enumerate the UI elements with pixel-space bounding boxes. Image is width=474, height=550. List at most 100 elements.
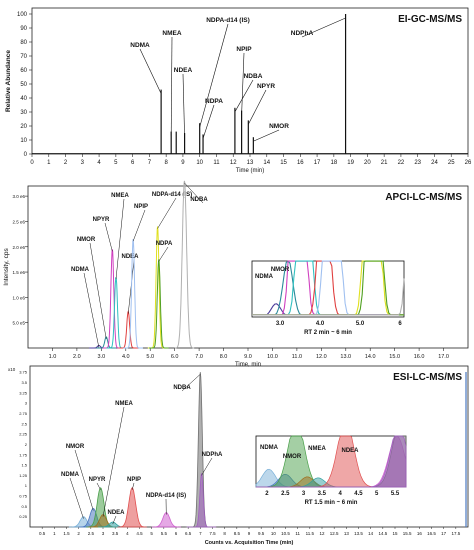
- y-tick-label: 1.0 e6: [12, 295, 25, 300]
- y-tick-label: 2.25: [19, 432, 28, 437]
- x-tick-label: 2: [64, 160, 68, 166]
- x-tick-label: 11: [213, 160, 220, 166]
- x-tick-label: 1.5: [63, 531, 70, 536]
- peak-label: NMEA: [111, 193, 129, 199]
- peak-label: NDPA: [205, 98, 223, 105]
- peak-label: NDPA-d14 (IS): [146, 493, 186, 499]
- label-leader: [170, 36, 173, 136]
- peak-label: NDPA-d14 (IS): [152, 192, 192, 198]
- x-tick-label: 24: [431, 160, 438, 166]
- inset-peak-label: NMEA: [308, 446, 326, 452]
- y-tick-label: 1.5: [21, 463, 27, 468]
- x-tick-label: 16.0: [414, 354, 425, 360]
- x-tick-label: 5.5: [161, 531, 168, 536]
- x-tick-label: 12: [319, 531, 325, 536]
- inset-peak-label: NDMA: [260, 445, 279, 451]
- label-leader: [184, 182, 204, 204]
- x-tick-label: 14.0: [365, 354, 376, 360]
- inset-tick-label: 5: [375, 491, 379, 497]
- x-tick-label: 11.0: [292, 354, 302, 360]
- label-leader: [89, 242, 107, 339]
- label-leader: [69, 477, 84, 519]
- label-leader: [104, 222, 113, 252]
- x-tick-label: 8.5: [234, 531, 241, 536]
- inset-trace: [252, 278, 405, 316]
- x-tick-label: 4: [97, 160, 101, 166]
- inset-label: RT 2 min ~ 6 min: [304, 330, 352, 336]
- panel-title: ESI-LC-MS/MS: [393, 372, 462, 383]
- y-axis-label: Relative Abundance: [5, 50, 12, 112]
- inset-frame: [251, 260, 405, 318]
- x-tick-label: 4.0: [122, 354, 130, 360]
- peak-label: NDEA: [121, 254, 139, 260]
- y-tick-label: 90: [20, 26, 27, 32]
- y-tick-label: 0: [24, 152, 28, 158]
- inset: 2 2.5 3 3.5 4 4.5 5 5.5 RT 1.5 min ~ 6 min NDMA NM…: [255, 435, 407, 506]
- x-tick-label: 15: [280, 160, 287, 166]
- inset-tick-label: 2.5: [281, 491, 290, 497]
- x-tick-label: 2: [77, 531, 80, 536]
- x-tick-label: 6: [131, 160, 135, 166]
- inset-tick-label: 3.0: [276, 321, 285, 327]
- label-leader: [83, 272, 100, 348]
- label-leader: [112, 515, 117, 525]
- inset-tick-label: 5.5: [391, 491, 400, 497]
- label-leader: [132, 209, 146, 242]
- label-leader: [96, 482, 101, 490]
- x-tick-label: 9.0: [244, 354, 252, 360]
- ei-gc-panel: 0 1 2 3 4 5 6 7 8 9 10 11 12 13 14 15 16 17 18 19 20 21 22 23 24…: [5, 7, 472, 174]
- inset-tick-label: 3: [302, 491, 306, 497]
- x-tick-label: 7.5: [209, 531, 216, 536]
- y-tick-label: 100: [17, 12, 28, 18]
- y-tick-label: 1.75: [19, 452, 28, 457]
- peak-label: NMOR: [77, 237, 96, 243]
- x-tick-label: 6.0: [171, 354, 179, 360]
- inset-peak-label: NDEA: [341, 448, 359, 454]
- peak-label: NDPhA: [202, 452, 223, 458]
- inset-peak-label: NDMA: [255, 274, 274, 280]
- x-tick-label: 2.5: [88, 531, 95, 536]
- chromatogram-trace: [174, 180, 195, 349]
- x-tick-label: 15: [392, 531, 398, 536]
- x-tick-label: 12.5: [330, 531, 339, 536]
- y-tick-label: 0.25: [19, 514, 28, 519]
- x-axis-label: Counts vs. Acquisition Time (min): [205, 540, 294, 546]
- label-leader: [253, 129, 280, 142]
- inset-tick-label: 6: [398, 321, 402, 327]
- peak-label: NDMA: [71, 267, 90, 273]
- x-tick-label: 8.0: [220, 354, 228, 360]
- inset-peak-label: NMOR: [283, 454, 302, 460]
- y-exponent-label: x10: [8, 367, 16, 372]
- y-tick-label: 50: [20, 82, 27, 88]
- label-leader: [139, 48, 162, 94]
- y-tick-label: 3.25: [19, 390, 28, 395]
- x-tick-label: 8: [223, 531, 226, 536]
- label-leader: [301, 17, 346, 38]
- x-tick-label: 20: [364, 160, 371, 166]
- peak-label: NDBA: [244, 73, 263, 80]
- peak-label: NPYR: [257, 83, 275, 90]
- y-axis-label: Intensity, cps: [3, 248, 10, 286]
- label-leader: [158, 246, 169, 262]
- label-leader: [241, 52, 245, 115]
- inset-tick-label: 4.5: [354, 491, 363, 497]
- x-tick-label: 9.5: [258, 531, 265, 536]
- y-tick-label: 40: [20, 96, 27, 102]
- label-leader: [234, 79, 254, 112]
- panel-title: EI-GC-MS/MS: [398, 14, 462, 25]
- chromatogram-trace: [123, 239, 143, 349]
- x-tick-label: 12: [230, 160, 237, 166]
- label-leader: [202, 104, 215, 139]
- peak-label: NMOR: [66, 444, 85, 450]
- y-tick-label: 20: [20, 124, 27, 130]
- x-tick-label: 1: [47, 160, 51, 166]
- x-tick-label: 0: [30, 160, 34, 166]
- x-axis-label: Time, min: [235, 362, 261, 368]
- peak-label: NMEA: [162, 30, 181, 37]
- x-tick-label: 4: [126, 531, 129, 536]
- y-tick-label: 60: [20, 68, 27, 74]
- y-tick-label: 1.5 e6: [12, 270, 25, 275]
- label-leader: [199, 23, 229, 128]
- y-tick-label: 2.5 e6: [12, 219, 25, 224]
